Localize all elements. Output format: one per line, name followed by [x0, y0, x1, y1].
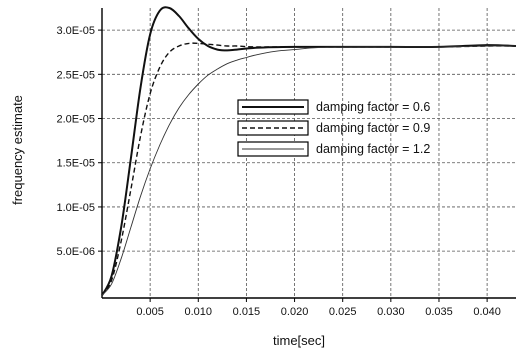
- y-tick-label: 2.0E-05: [56, 114, 95, 126]
- x-tick-label: 0.005: [136, 306, 164, 318]
- legend-label: damping factor = 0.6: [316, 100, 430, 114]
- y-tick-label: 5.0E-06: [56, 246, 95, 258]
- plot-background: [102, 8, 516, 298]
- x-tick-label: 0.015: [233, 306, 261, 318]
- x-tick-label: 0.025: [329, 306, 357, 318]
- x-tick-label: 0.020: [281, 306, 309, 318]
- legend-label: damping factor = 0.9: [316, 121, 430, 135]
- y-tick-label: 1.0E-05: [56, 202, 95, 214]
- x-tick-label: 0.030: [377, 306, 405, 318]
- x-ticks: 0.005 0.010 0.015 0.020 0.025 0.030 0.035 0.040: [136, 298, 501, 318]
- x-tick-label: 0.040: [473, 306, 501, 318]
- y-tick-label: 2.5E-05: [56, 69, 95, 81]
- legend-label: damping factor = 1.2: [316, 142, 430, 156]
- legend: damping factor = 0.6 damping factor = 0.9…: [237, 99, 430, 157]
- series-line-3: [101, 45, 517, 296]
- y-tick-label: 1.5E-05: [56, 158, 95, 170]
- series-line-2: [101, 42, 517, 296]
- legend-swatch-box: [237, 120, 309, 136]
- y-tick-label: 3.0E-05: [56, 25, 95, 37]
- series-group: [101, 6, 517, 296]
- x-axis-label: time[sec]: [273, 333, 325, 348]
- x-tick-label: 0.035: [425, 306, 453, 318]
- y-axis-label: frequency estimate: [10, 95, 25, 205]
- y-ticks: 5.0E-06 1.0E-05 1.5E-05 2.0E-05 2.5E-05 3.0E-…: [56, 25, 102, 258]
- x-tick-label: 0.010: [185, 306, 213, 318]
